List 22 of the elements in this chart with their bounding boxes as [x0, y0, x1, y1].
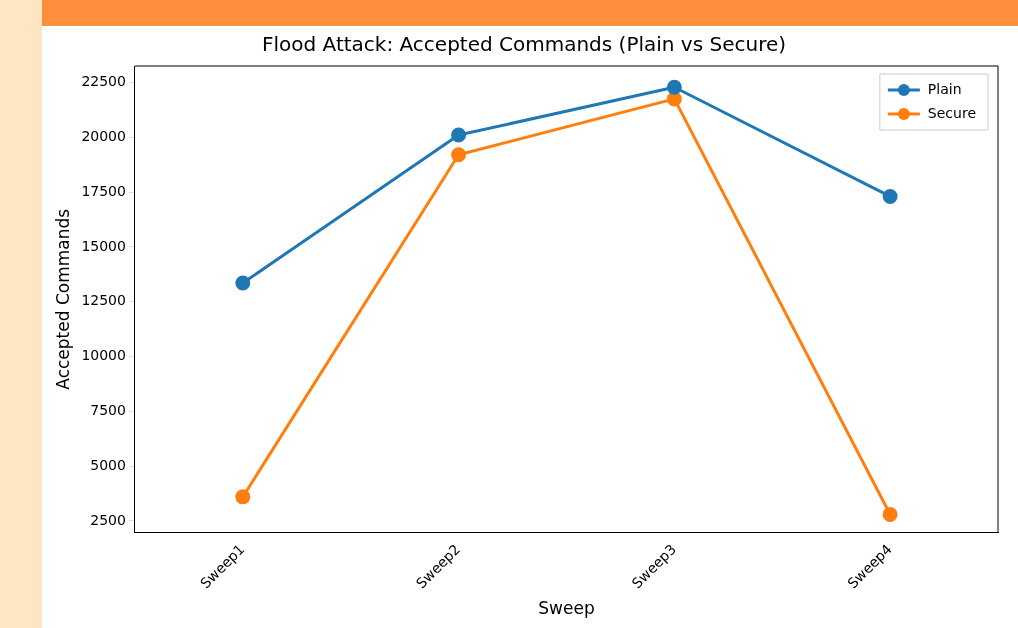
y-tick-label: 12500	[81, 292, 126, 309]
point	[882, 188, 898, 204]
y-tick-label: 5000	[90, 456, 126, 473]
point	[666, 91, 682, 107]
y-tick-label: 20000	[81, 127, 126, 144]
point	[882, 506, 898, 522]
point	[451, 127, 467, 143]
legend-label: Plain	[927, 80, 962, 97]
point	[451, 147, 467, 163]
x-axis-title: Sweep	[538, 598, 595, 619]
y-tick-label: 22500	[81, 73, 126, 90]
point	[666, 79, 682, 95]
y-tick-label: 7500	[90, 401, 126, 418]
chart-title: Flood Attack: Accepted Commands (Plain vs Secure)	[261, 32, 787, 57]
y-tick-label: 2500	[90, 511, 126, 528]
y-tick-label: 15000	[81, 237, 126, 254]
point	[235, 489, 251, 505]
y-axis-title: Accepted Commands	[52, 208, 73, 390]
y-tick-label: 10000	[81, 347, 126, 364]
legend-label: Secure	[927, 104, 977, 121]
y-tick-label: 17500	[81, 182, 126, 199]
point	[235, 275, 251, 291]
